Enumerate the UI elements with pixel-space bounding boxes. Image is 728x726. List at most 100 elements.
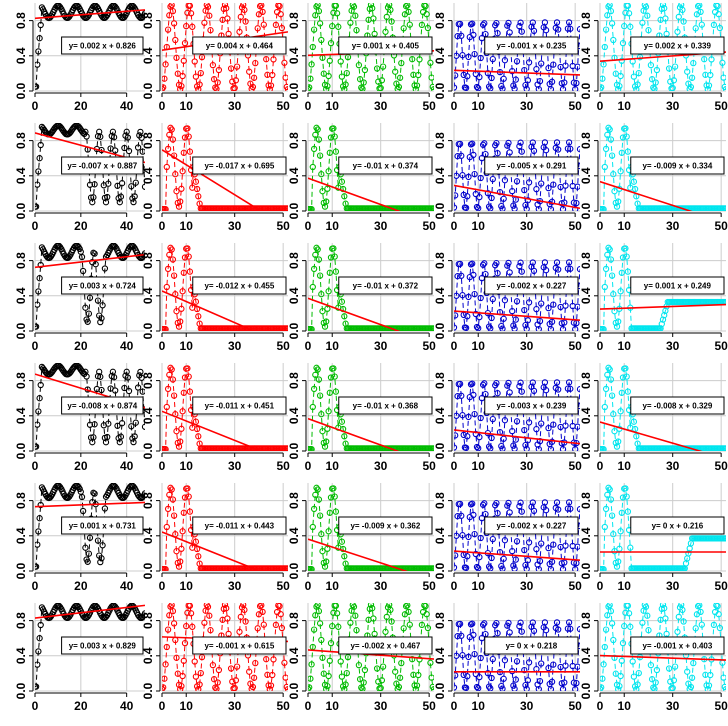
fit-line-group [308,177,401,211]
data-point [511,685,518,691]
data-point [224,615,231,622]
data-point [600,75,606,82]
data-point [168,603,175,609]
data-point [181,254,189,261]
series-line [35,125,145,208]
x-tick-label: 30 [520,99,534,113]
data-point [413,82,421,89]
data-point [488,674,495,682]
data-point [481,260,488,267]
data-point [454,412,460,419]
data-point [602,265,610,273]
x-tick-label: 30 [374,579,388,593]
data-point [454,312,459,319]
data-point [325,528,332,535]
x-tick-label: 10 [472,459,486,473]
data-point [173,428,180,435]
data-point [267,682,275,689]
data-point [86,181,94,188]
data-point [627,23,634,30]
data-point [423,11,430,18]
data-point [166,131,173,138]
data-point [505,19,512,27]
data-point [564,25,572,32]
data-point [318,36,325,44]
data-point [85,550,93,557]
data-point [555,506,562,513]
data-point [105,180,112,187]
data-point [212,684,219,691]
data-point [335,23,342,30]
data-point [36,35,43,42]
data-point [177,686,184,691]
data-point [522,561,529,569]
data-point [722,298,726,306]
data-point [606,246,613,253]
x-tick-label: 30 [374,459,388,473]
data-point [518,628,525,635]
x-tick-label: 50 [276,579,290,593]
data-point [342,81,349,88]
data-point [541,259,549,266]
data-point [139,148,145,155]
data-point [124,374,131,381]
fit-line-group [454,550,580,561]
data-point [416,56,423,63]
data-point [278,624,286,632]
equation-box [338,396,433,415]
fit-line [162,531,262,571]
data-point [168,246,175,253]
data-point [170,392,178,399]
data-point [173,308,180,315]
data-point [499,325,506,331]
data-point [229,78,236,85]
data-point [209,661,217,669]
series-line [35,365,145,448]
y-tick-label: 0.8 [14,12,28,29]
data-point [524,317,532,324]
data-point [104,433,111,441]
data-point [680,618,687,625]
data-point [548,558,556,565]
data-point [553,259,561,266]
data-point [501,297,509,304]
data-point [341,553,348,560]
data-point [331,373,338,380]
y-tick-label: 0.8 [433,492,447,509]
data-point [85,310,93,317]
data-point [224,15,231,22]
data-point [78,253,86,261]
data-point [574,543,580,550]
data-point [607,607,615,615]
x-tick-label: 0 [159,459,166,473]
data-point [550,661,557,668]
y-tick-label: 0.0 [579,82,593,99]
data-point [541,619,549,626]
data-point [411,82,418,89]
data-point [358,684,365,691]
data-point [197,69,204,77]
equation-box [61,276,144,295]
data-point [141,610,145,617]
data-point [377,84,384,91]
fit-line-group [600,421,703,451]
data-point [178,82,185,90]
y-tick-label: 0.8 [141,492,155,509]
data-point [315,136,323,143]
data-point [469,380,476,387]
data-point [639,19,646,26]
data-point [648,76,656,83]
x-tick-label: 0 [159,339,166,353]
data-point [276,3,283,10]
data-point [270,56,277,63]
data-point [308,206,315,211]
data-point [35,48,42,55]
data-point [236,628,243,635]
data-point [325,408,332,415]
x-tick-label: 30 [228,339,242,353]
data-point [209,61,217,69]
